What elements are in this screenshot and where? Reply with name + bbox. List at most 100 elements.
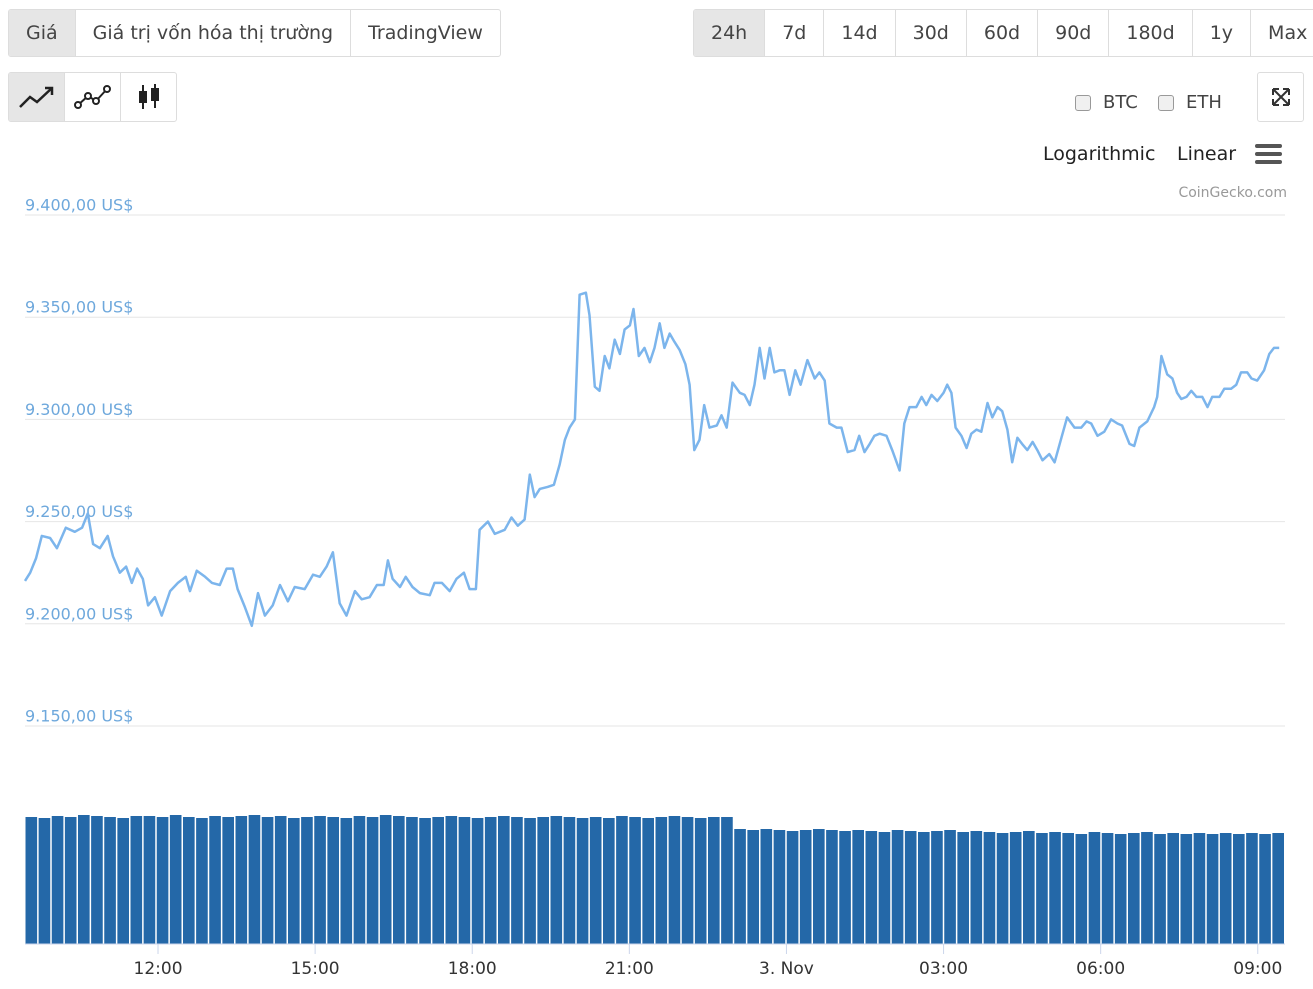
tab[interactable]: Giá bbox=[9, 10, 76, 56]
volume-bar bbox=[931, 831, 943, 944]
point-icon bbox=[73, 85, 111, 109]
fullscreen-button[interactable] bbox=[1257, 72, 1304, 122]
volume-bar bbox=[681, 817, 694, 944]
volume-bar bbox=[1193, 833, 1206, 944]
volume-bar bbox=[432, 817, 444, 944]
volume-bar bbox=[248, 815, 261, 944]
range-button[interactable]: Max bbox=[1268, 22, 1308, 44]
menu-button[interactable] bbox=[1254, 142, 1284, 166]
compare-label: BTC bbox=[1103, 92, 1138, 113]
volume-bar bbox=[603, 818, 615, 944]
volume-bar bbox=[222, 817, 234, 944]
volume-bar bbox=[511, 817, 523, 944]
credit: CoinGecko.com bbox=[1178, 185, 1287, 201]
volume-bar bbox=[301, 817, 313, 944]
candlestick-button[interactable] bbox=[121, 73, 176, 121]
compare-toggle[interactable]: ETH bbox=[1158, 92, 1222, 113]
price-line bbox=[23, 291, 1280, 628]
range-button[interactable]: 24h bbox=[694, 10, 766, 56]
range-button[interactable]: 180d bbox=[1109, 10, 1193, 56]
range-button[interactable]: 30d bbox=[896, 10, 967, 56]
volume-bar bbox=[1062, 833, 1074, 944]
volume-bar bbox=[1154, 834, 1166, 944]
y-tick-label: 9.350,00 US$ bbox=[25, 298, 133, 317]
chart-type-group bbox=[8, 72, 177, 122]
volume-bar bbox=[1141, 832, 1153, 944]
tab[interactable]: Giá trị vốn hóa thị trường bbox=[76, 10, 352, 56]
log-scale-button[interactable]: Logarithmic bbox=[1043, 143, 1156, 165]
volume-bar bbox=[786, 831, 799, 944]
volume-bar bbox=[563, 817, 576, 944]
range-button[interactable]: 7d bbox=[765, 10, 825, 56]
volume-bar bbox=[865, 831, 878, 944]
compare-toggle[interactable]: BTC bbox=[1075, 92, 1138, 113]
volume-bar bbox=[1049, 832, 1061, 944]
volume-bar bbox=[91, 816, 103, 944]
range-button[interactable]: 14d bbox=[824, 10, 896, 56]
volume-bar bbox=[629, 817, 641, 944]
volume-bar bbox=[996, 833, 1009, 944]
volume-bar bbox=[760, 829, 773, 944]
volume-bar bbox=[576, 818, 589, 944]
volume-bar bbox=[918, 832, 930, 944]
volume-bar bbox=[1009, 832, 1022, 944]
volume-bar bbox=[1167, 833, 1179, 944]
range-button[interactable]: 1y bbox=[1193, 10, 1252, 56]
y-tick-label: 9.400,00 US$ bbox=[25, 196, 133, 215]
x-tick-label: 12:00 bbox=[134, 959, 183, 979]
volume-bar bbox=[445, 816, 458, 944]
volume-bar bbox=[143, 816, 156, 944]
volume-bar bbox=[878, 832, 891, 944]
volume-bar bbox=[51, 816, 64, 944]
volume-bar bbox=[1023, 831, 1035, 944]
volume-bar bbox=[64, 817, 77, 944]
volume-bar bbox=[340, 818, 353, 944]
range-button[interactable]: 60d bbox=[967, 10, 1039, 56]
volume-bar bbox=[773, 830, 786, 944]
y-tick-label: 9.300,00 US$ bbox=[25, 400, 133, 419]
range-group: 24h 7d 14d 30d 60d 90d 180d 1y Max bbox=[693, 9, 1313, 57]
tab-group: Giá Giá trị vốn hóa thị trường TradingView bbox=[8, 9, 501, 57]
checkbox[interactable] bbox=[1158, 94, 1174, 111]
volume-bar bbox=[78, 815, 90, 944]
x-tick-label: 3. Nov bbox=[759, 959, 814, 979]
volume-bar bbox=[261, 817, 274, 944]
y-tick-label: 9.250,00 US$ bbox=[25, 502, 133, 521]
volume-bar bbox=[1219, 833, 1232, 944]
tab[interactable]: TradingView bbox=[368, 22, 483, 44]
checkbox[interactable] bbox=[1075, 94, 1091, 111]
volume-bar bbox=[668, 816, 681, 944]
x-tick-label: 06:00 bbox=[1076, 959, 1125, 979]
volume-bar bbox=[393, 816, 405, 944]
y-tick-label: 9.150,00 US$ bbox=[25, 707, 133, 726]
volume-bar bbox=[524, 818, 536, 944]
volume-bar bbox=[327, 817, 339, 944]
range-button[interactable]: 90d bbox=[1038, 10, 1110, 56]
volume-bar bbox=[694, 818, 707, 944]
volume-bar bbox=[721, 817, 733, 944]
volume-bar bbox=[235, 816, 248, 944]
volume-bar bbox=[274, 816, 287, 944]
volume-bar bbox=[366, 817, 379, 944]
line-icon bbox=[18, 86, 53, 108]
line-chart-button[interactable] bbox=[9, 73, 65, 121]
volume-bar bbox=[156, 817, 169, 944]
volume-bar bbox=[498, 816, 510, 944]
volume-bar bbox=[957, 832, 969, 944]
volume-bar bbox=[1075, 834, 1088, 944]
volume-bar bbox=[314, 816, 326, 944]
volume-bar bbox=[209, 816, 221, 944]
volume-bar bbox=[458, 817, 471, 944]
volume-bar bbox=[1036, 833, 1048, 944]
x-tick-label: 21:00 bbox=[605, 959, 654, 979]
volume-bar bbox=[537, 817, 549, 944]
linear-scale-button[interactable]: Linear bbox=[1177, 143, 1237, 165]
volume-bar bbox=[852, 830, 864, 944]
volume-bar bbox=[1206, 834, 1219, 944]
volume-bar bbox=[904, 831, 917, 944]
volume-bar bbox=[550, 816, 563, 944]
point-chart-button[interactable] bbox=[65, 73, 121, 121]
volume-bar bbox=[1246, 833, 1258, 944]
